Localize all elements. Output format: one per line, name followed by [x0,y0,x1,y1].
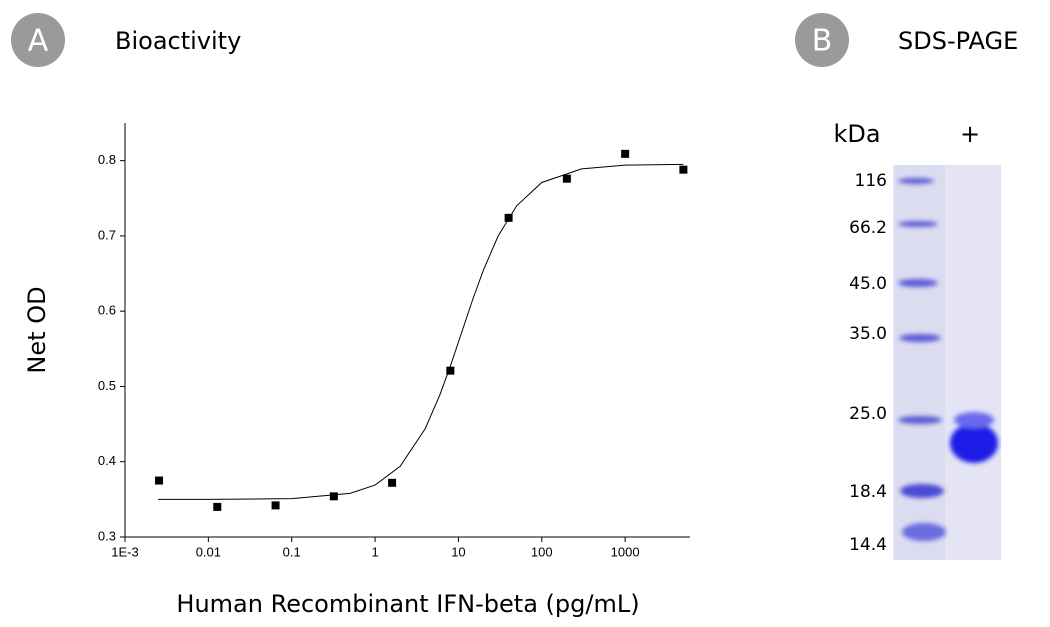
y-tick-label: 0.4 [98,453,116,468]
panel-title: Bioactivity [115,27,241,55]
panel-letter: B [812,24,833,59]
data-point [505,214,513,222]
marker-label: 116 [855,171,887,191]
lane-label: + [960,120,980,148]
marker-label: 25.0 [849,404,887,424]
x-tick-label: 1E-3 [111,544,138,559]
data-point [446,367,454,375]
figure: A Bioactivity B SDS-PAGE Net OD Human Re… [0,0,1050,623]
x-tick-label: 1000 [611,544,640,559]
data-point [563,175,571,183]
y-axis-title: Net OD [23,286,51,373]
y-tick-label: 0.8 [98,152,116,167]
data-point [213,503,221,511]
marker-label: 66.2 [849,218,887,238]
panel-letter: A [28,24,49,59]
data-point [330,492,338,500]
data-point [272,501,280,509]
data-point [388,479,396,487]
panel-title: SDS-PAGE [898,27,1018,55]
marker-label: 35.0 [849,324,887,344]
data-point [621,150,629,158]
lane-label: kDa [833,120,880,148]
marker-label: 14.4 [849,535,887,555]
y-tick-label: 0.7 [98,227,116,242]
gel-image [893,165,1001,560]
x-tick-label: 100 [531,544,553,559]
y-tick-label: 0.5 [98,378,116,393]
fit-curve [158,164,683,499]
marker-label: 45.0 [849,274,887,294]
x-tick-label: 10 [451,544,465,559]
x-tick-label: 0.01 [196,544,221,559]
data-point [679,166,687,174]
x-tick-label: 0.1 [283,544,301,559]
x-axis-title: Human Recombinant IFN-beta (pg/mL) [176,590,639,618]
y-tick-label: 0.3 [98,528,116,543]
data-point [155,477,163,485]
marker-label: 18.4 [849,482,887,502]
y-tick-label: 0.6 [98,303,116,318]
x-tick-label: 1 [371,544,378,559]
